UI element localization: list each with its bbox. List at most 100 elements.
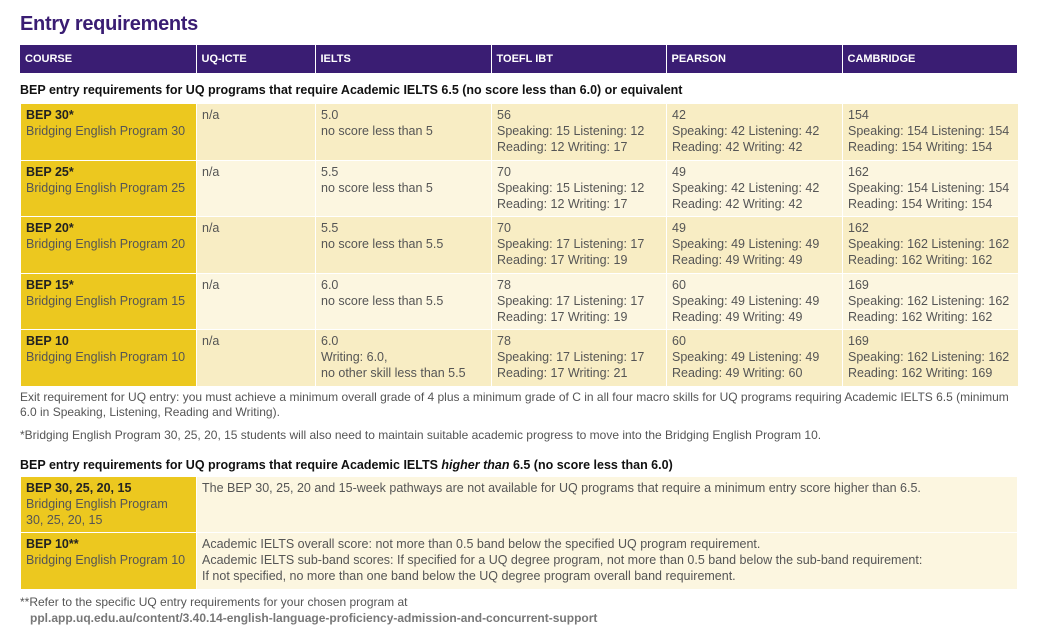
- section2-title: BEP entry requirements for UQ programs t…: [20, 458, 673, 472]
- cambridge-line: Reading: 162 Writing: 169: [848, 366, 993, 380]
- col-uq-icte: UQ-ICTE: [195, 45, 315, 73]
- course-name: Bridging English Program 10: [26, 553, 186, 567]
- course-name: 30, 25, 20, 15: [26, 513, 103, 527]
- pearson-line: 60: [672, 277, 686, 292]
- toefl-line: Reading: 12 Writing: 17: [497, 140, 628, 154]
- cambridge-line: 154: [848, 108, 869, 122]
- ielts-line: 5.0: [321, 108, 339, 122]
- cambridge-cell: 169 Speaking: 162 Listening: 162 Reading: …: [842, 272, 1018, 330]
- toefl-line: Reading: 17 Writing: 19: [497, 309, 628, 324]
- pearson-cell: 60 Speaking: 49 Listening: 49 Reading: 49 …: [666, 272, 843, 330]
- cambridge-line: Speaking: 162 Listening: 162: [848, 350, 1010, 364]
- section1-title: BEP entry requirements for UQ programs t…: [20, 83, 683, 97]
- course-name: Bridging English Program 30: [26, 124, 186, 138]
- course-code: BEP 10: [26, 334, 69, 348]
- pearson-line: Speaking: 49 Listening: 49: [672, 293, 820, 308]
- course-cell: BEP 20* Bridging English Program 20: [20, 216, 197, 273]
- toefl-line: Speaking: 17 Listening: 17: [497, 350, 645, 364]
- uq-icte-cell: n/a: [196, 329, 316, 386]
- pearson-cell: 49 Speaking: 49 Listening: 49 Reading: 49 …: [666, 216, 843, 273]
- toefl-line: 70: [497, 164, 511, 179]
- requirement-line: If not specified, no more than one band …: [202, 569, 736, 583]
- cambridge-line: Speaking: 162 Listening: 162: [848, 237, 1010, 251]
- cambridge-line: Reading: 162 Writing: 162: [848, 309, 993, 324]
- cambridge-line: 162: [848, 221, 869, 235]
- pearson-line: Speaking: 49 Listening: 49: [672, 237, 820, 251]
- course-cell: BEP 30* Bridging English Program 30: [20, 103, 197, 160]
- course-code: BEP 30, 25, 20, 15: [26, 481, 132, 495]
- requirement-line: Academic IELTS sub-band scores: If speci…: [202, 553, 923, 567]
- ielts-line: no score less than 5.5: [321, 293, 444, 308]
- footnote-text: **Refer to the specific UQ entry require…: [20, 595, 408, 609]
- requirement-cell: Academic IELTS overall score: not more t…: [196, 532, 1017, 589]
- course-code: BEP 25*: [26, 164, 74, 179]
- pearson-line: Reading: 49 Writing: 60: [672, 366, 803, 380]
- pearson-cell: 42 Speaking: 42 Listening: 42 Reading: 42 …: [666, 103, 843, 160]
- toefl-line: 56: [497, 108, 511, 122]
- requirements-table: BEP 30* Bridging English Program 30 n/a 5…: [20, 103, 1018, 386]
- col-cambridge: CAMBRIDGE: [841, 45, 1017, 73]
- course-code: BEP 15*: [26, 277, 74, 292]
- col-toefl: TOEFL IBT: [490, 45, 666, 73]
- ielts-cell: 5.0 no score less than 5: [315, 103, 492, 160]
- toefl-line: Speaking: 15 Listening: 12: [497, 180, 645, 195]
- cambridge-cell: 154 Speaking: 154 Listening: 154 Reading: …: [842, 103, 1018, 160]
- footnote: **Refer to the specific UQ entry require…: [20, 594, 597, 626]
- section2-title-pre: BEP entry requirements for UQ programs t…: [20, 458, 442, 472]
- pearson-line: 42: [672, 108, 686, 122]
- course-cell: BEP 15* Bridging English Program 15: [20, 272, 197, 330]
- course-name: Bridging English Program: [26, 497, 168, 511]
- ielts-cell: 6.0 no score less than 5.5: [315, 272, 492, 330]
- toefl-cell: 70 Speaking: 15 Listening: 12 Reading: 12 …: [491, 159, 667, 217]
- cambridge-line: Reading: 154 Writing: 154: [848, 140, 993, 154]
- cambridge-line: Speaking: 162 Listening: 162: [848, 293, 1010, 308]
- toefl-cell: 70 Speaking: 17 Listening: 17 Reading: 17 …: [491, 216, 667, 273]
- cambridge-line: 162: [848, 164, 869, 179]
- ielts-cell: 5.5 no score less than 5.5: [315, 216, 492, 273]
- requirement-line: Academic IELTS overall score: not more t…: [202, 537, 761, 551]
- toefl-cell: 56 Speaking: 15 Listening: 12 Reading: 12 …: [491, 103, 667, 160]
- pearson-line: Reading: 49 Writing: 49: [672, 253, 803, 267]
- exit-note: Exit requirement for UQ entry: you must …: [20, 390, 1009, 419]
- section2-title-em: higher than: [441, 458, 510, 472]
- pearson-cell: 60 Speaking: 49 Listening: 49 Reading: 49 …: [666, 329, 843, 386]
- toefl-cell: 78 Speaking: 17 Listening: 17 Reading: 17 …: [491, 272, 667, 330]
- ielts-line: 5.5: [321, 221, 339, 235]
- ielts-line: no score less than 5: [321, 124, 433, 138]
- toefl-line: 78: [497, 277, 511, 292]
- table-row: BEP 10** Bridging English Program 10 Acad…: [20, 532, 1017, 589]
- table-row: BEP 30* Bridging English Program 30 n/a 5…: [20, 103, 1018, 160]
- course-name: Bridging English Program 10: [26, 350, 186, 364]
- cambridge-line: Reading: 154 Writing: 154: [848, 196, 993, 211]
- pearson-cell: 49 Speaking: 42 Listening: 42 Reading: 42 …: [666, 159, 843, 217]
- cambridge-cell: 169 Speaking: 162 Listening: 162 Reading: …: [842, 329, 1018, 386]
- ielts-line: Writing: 6.0,: [321, 350, 388, 364]
- toefl-line: Reading: 12 Writing: 17: [497, 196, 628, 211]
- cambridge-line: 169: [848, 334, 869, 348]
- higher-requirements-table: BEP 30, 25, 20, 15 Bridging English Progr…: [20, 476, 1017, 589]
- ielts-line: 6.0: [321, 277, 339, 292]
- toefl-line: Reading: 17 Writing: 19: [497, 253, 628, 267]
- toefl-cell: 78 Speaking: 17 Listening: 17 Reading: 17 …: [491, 329, 667, 386]
- cambridge-cell: 162 Speaking: 162 Listening: 162 Reading: …: [842, 216, 1018, 273]
- pearson-line: 49: [672, 221, 686, 235]
- course-code: BEP 20*: [26, 221, 74, 235]
- ielts-cell: 5.5 no score less than 5: [315, 159, 492, 217]
- course-cell: BEP 10** Bridging English Program 10: [20, 532, 197, 589]
- pearson-line: 49: [672, 164, 686, 179]
- uq-icte-cell: n/a: [196, 216, 316, 273]
- uq-icte-cell: n/a: [196, 159, 316, 217]
- pearson-line: Speaking: 42 Listening: 42: [672, 124, 820, 138]
- ielts-line: 5.5: [321, 164, 339, 179]
- course-cell: BEP 25* Bridging English Program 25: [20, 159, 197, 217]
- course-code: BEP 10**: [26, 537, 79, 551]
- footnote-link[interactable]: ppl.app.uq.edu.au/content/3.40.14-englis…: [30, 611, 598, 625]
- course-cell: BEP 10 Bridging English Program 10: [20, 329, 197, 386]
- course-name: Bridging English Program 25: [26, 180, 186, 195]
- course-name: Bridging English Program 20: [26, 237, 186, 251]
- toefl-line: Speaking: 17 Listening: 17: [497, 237, 645, 251]
- toefl-line: 78: [497, 334, 511, 348]
- ielts-line: no score less than 5: [321, 180, 433, 195]
- table-row: BEP 10 Bridging English Program 10 n/a 6.…: [20, 329, 1018, 386]
- col-ielts: IELTS: [314, 45, 491, 73]
